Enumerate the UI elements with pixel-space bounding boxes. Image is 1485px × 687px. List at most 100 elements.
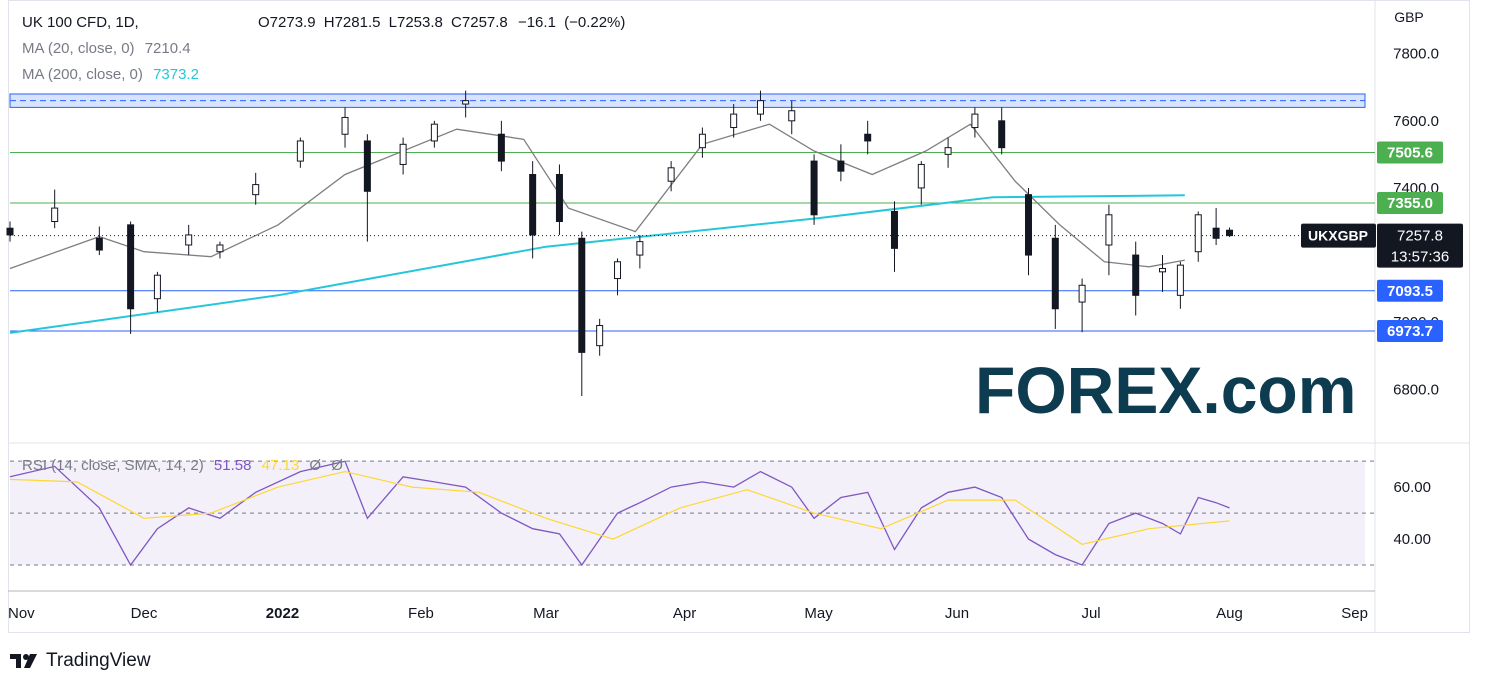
y-tick-label: 7600.0 xyxy=(1393,113,1439,130)
rsi-legend[interactable]: RSI (14, close, SMA, 14, 2) 51.58 47.13 … xyxy=(22,457,343,474)
candle-body xyxy=(810,160,818,216)
candle-body xyxy=(95,237,103,251)
candle xyxy=(153,271,161,313)
ma200-legend[interactable]: MA (200, close, 0) 7373.2 xyxy=(22,66,199,83)
candle xyxy=(252,172,260,205)
candle xyxy=(1212,208,1220,245)
candle-body xyxy=(1212,227,1220,239)
y-tick-label: 7800.0 xyxy=(1393,46,1439,63)
high-label: H xyxy=(324,14,335,31)
ma200-name: MA (200, close, 0) xyxy=(22,66,143,83)
ma20-value: 7210.4 xyxy=(145,40,191,57)
tradingview-brand[interactable]: TradingView xyxy=(10,650,151,672)
candle-body xyxy=(363,140,371,192)
candle-body xyxy=(756,100,764,115)
candle-body xyxy=(529,174,537,236)
time-scale[interactable]: Nov Dec 2022 Feb Mar Apr May Jun Jul Aug Sep xyxy=(8,605,1368,622)
y-tick-label: 6800.0 xyxy=(1393,381,1439,398)
price-pane[interactable] xyxy=(6,90,1375,397)
x-tick-label: Feb xyxy=(408,605,434,622)
candle xyxy=(698,127,706,158)
candle-body xyxy=(730,113,738,129)
candle xyxy=(1159,255,1167,292)
candle xyxy=(399,137,407,175)
candle xyxy=(636,234,644,269)
level-label-7093.5: 7093.5 xyxy=(1387,283,1433,300)
candle-body xyxy=(917,163,925,189)
currency-label: GBP xyxy=(1394,9,1424,25)
ma20-name: MA (20, close, 0) xyxy=(22,40,135,57)
last-price-value: 7257.8 xyxy=(1397,228,1443,245)
chart-frame xyxy=(8,0,1470,633)
rsi-value: 51.58 xyxy=(214,457,252,474)
candle xyxy=(1025,187,1032,276)
change-pct: (−0.22%) xyxy=(564,14,625,31)
candle xyxy=(730,104,738,138)
candle xyxy=(917,161,925,205)
x-tick-label: 2022 xyxy=(266,605,299,622)
candle-body xyxy=(636,241,644,256)
level-badge xyxy=(1377,141,1443,164)
candle-body xyxy=(1105,214,1113,246)
x-tick-label: Apr xyxy=(673,605,696,622)
x-tick-label: Dec xyxy=(131,605,158,622)
candle xyxy=(216,241,224,259)
candle xyxy=(6,221,14,242)
x-tick-label: Sep xyxy=(1341,605,1368,622)
candle xyxy=(1194,211,1202,262)
candle xyxy=(944,137,952,168)
candle-body xyxy=(864,133,872,142)
close-value: 7257.8 xyxy=(462,14,508,31)
ohlc-readout: O7273.9 H7281.5 L7253.8 C7257.8 −16.1 (−… xyxy=(258,14,625,31)
ma20-legend[interactable]: MA (20, close, 0) 7210.4 xyxy=(22,40,191,57)
candle-body xyxy=(1025,194,1032,256)
symbol-title[interactable]: UK 100 CFD, 1D, xyxy=(22,14,139,31)
candle-body xyxy=(1226,229,1234,237)
rsi-pane[interactable] xyxy=(9,460,1375,567)
tradingview-logo-icon xyxy=(10,654,37,668)
rsi-sma-line xyxy=(9,470,1230,545)
rsi-line xyxy=(9,460,1230,567)
change-value: −16.1 xyxy=(518,14,556,31)
candle xyxy=(296,137,304,168)
level-label-7355.0: 7355.0 xyxy=(1387,195,1433,212)
price-scale[interactable]: 6800.07000.07200.07400.07600.07800.07505… xyxy=(1301,46,1463,399)
countdown-timer: 13:57:36 xyxy=(1391,249,1449,266)
open-label: O xyxy=(258,14,270,31)
candle xyxy=(864,120,872,155)
x-tick-label: Jul xyxy=(1081,605,1100,622)
candle-body xyxy=(399,143,407,165)
candle xyxy=(1078,278,1086,333)
candle xyxy=(95,226,103,256)
candle xyxy=(998,107,1006,155)
candle xyxy=(529,161,537,259)
x-tick-label: Aug xyxy=(1216,605,1243,622)
candle xyxy=(127,221,135,334)
symbol-badge xyxy=(1301,223,1376,248)
symbol-badge-label: UKXGBP xyxy=(1308,228,1368,244)
candle-body xyxy=(596,325,604,347)
candle-body xyxy=(667,167,675,182)
candle xyxy=(1051,224,1059,329)
candle-body xyxy=(998,120,1006,149)
candle-body xyxy=(1132,254,1140,296)
candle-body xyxy=(153,274,161,300)
candle-body xyxy=(1176,264,1184,296)
candle-body xyxy=(837,160,845,172)
level-badge xyxy=(1377,320,1443,343)
candle-body xyxy=(185,234,193,246)
candle xyxy=(578,231,586,397)
x-tick-label: Jun xyxy=(945,605,969,622)
candle xyxy=(1105,204,1113,276)
candle xyxy=(1176,261,1184,309)
tradingview-brand-text: TradingView xyxy=(46,650,151,671)
candle-body xyxy=(430,123,438,142)
last-price-badge xyxy=(1377,223,1463,268)
candle-body xyxy=(1159,267,1167,273)
candle xyxy=(614,258,622,296)
rsi-scale[interactable]: 40.00 60.00 xyxy=(1393,479,1431,548)
candle xyxy=(462,90,470,118)
ma200-value: 7373.2 xyxy=(153,66,199,83)
candle xyxy=(890,201,898,272)
